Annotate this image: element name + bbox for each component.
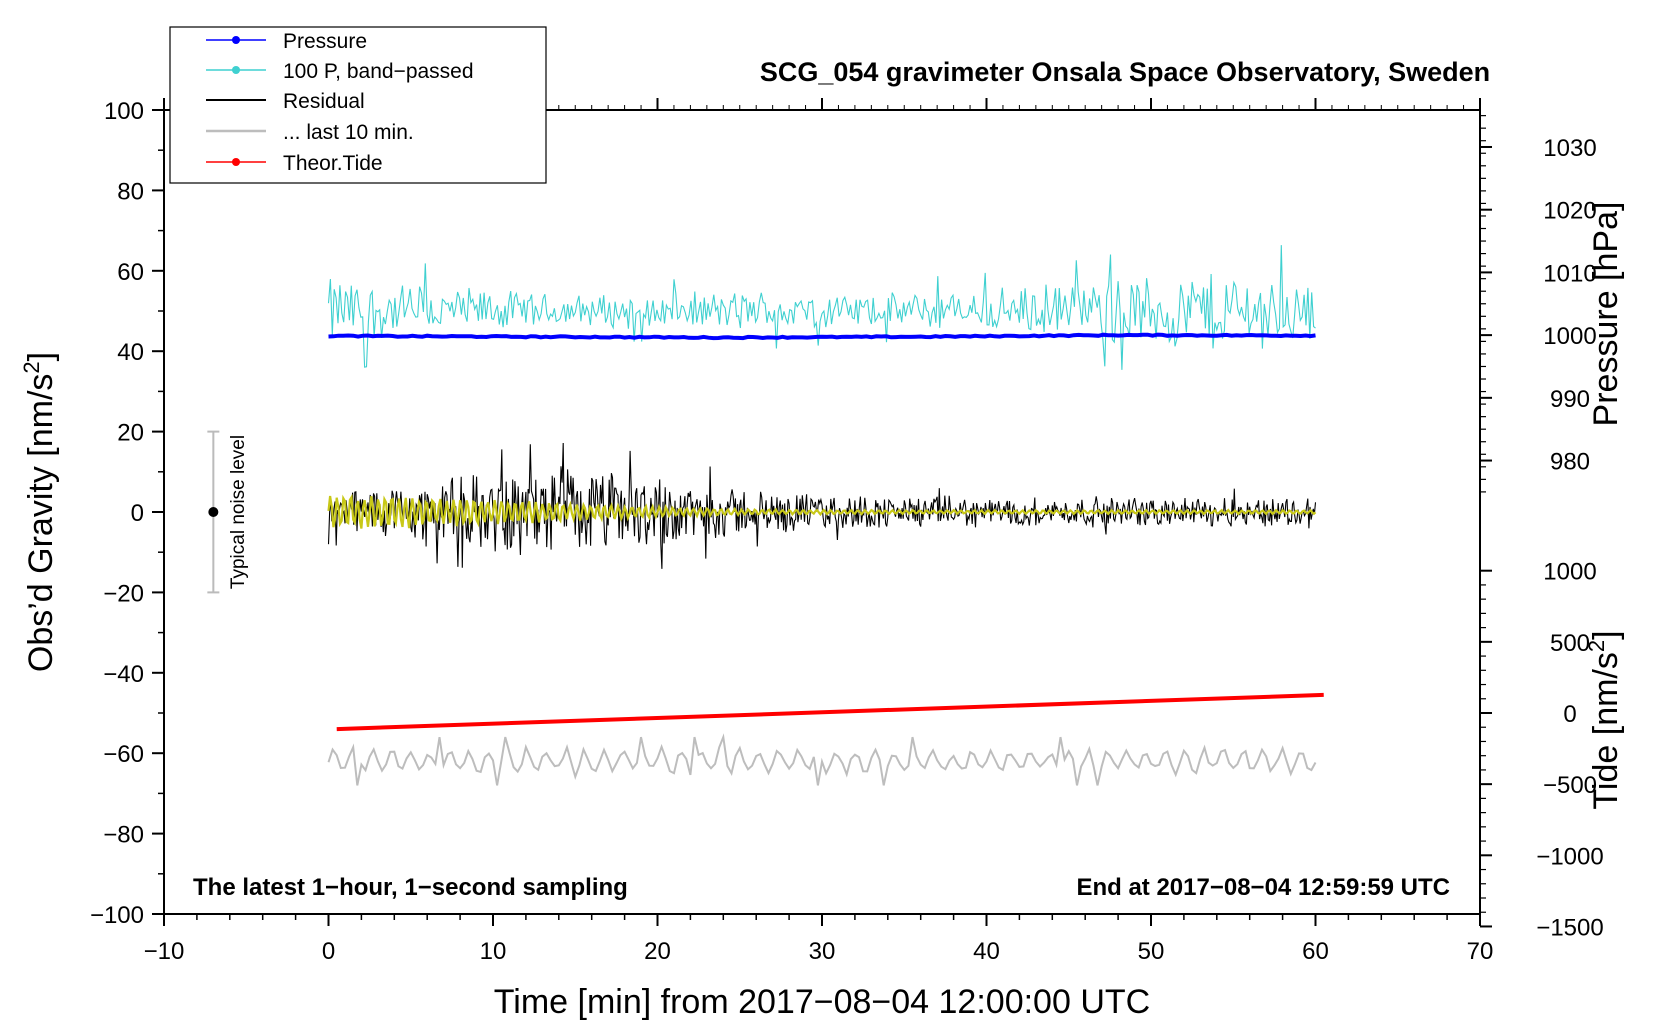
- y-tick-label: −100: [90, 902, 144, 929]
- x-tick-label: 20: [644, 938, 671, 965]
- left-axis-title-sup: 2: [19, 361, 44, 373]
- legend-label-bandpass: 100 P, band−passed: [283, 60, 474, 83]
- pressure-tick-label: 1030: [1543, 135, 1596, 162]
- x-tick-label: 10: [480, 938, 507, 965]
- noise-label: Typical noise level: [228, 435, 249, 589]
- series-bandpass-line: [327, 245, 1316, 370]
- noise-bar: Typical noise level: [207, 430, 249, 594]
- left-axis-title-end: ]: [22, 352, 60, 361]
- legend-marker-tide: [232, 158, 240, 166]
- x-tick-label: 60: [1302, 938, 1329, 965]
- y-tick-label: 40: [117, 339, 144, 366]
- y-tick-label: −40: [103, 661, 144, 688]
- tide-tick-label: 500: [1550, 630, 1590, 657]
- x-tick-label: 50: [1138, 938, 1165, 965]
- tide-axis-title-main: Tide [nm/s: [1587, 652, 1625, 809]
- legend-box: [169, 26, 547, 184]
- series-residual-smoothed-line: [327, 493, 1317, 529]
- series-residual-line: [327, 442, 1317, 569]
- pressure-axis-title: Pressure [hPa]: [1587, 202, 1625, 427]
- y-tick-label: −20: [103, 580, 144, 607]
- pressure-tick-label: 1020: [1543, 198, 1596, 225]
- y-tick-label: 60: [117, 259, 144, 286]
- y-tick-label: −60: [103, 741, 144, 768]
- legend-label-last10: ... last 10 min.: [283, 121, 414, 144]
- left-axis-title-main: Obs’d Gravity [nm/s: [22, 374, 60, 673]
- pressure-tick-label: 980: [1550, 449, 1590, 476]
- ticks-layer: −10 0 10 20 30 40 50 60 70−100−80−60−40−20020406…: [90, 98, 1604, 965]
- y-tick-label: 0: [131, 500, 144, 527]
- y-tick-label: 80: [117, 178, 144, 205]
- legend-marker-pressure: [232, 36, 240, 44]
- pressure-tick-label: 1010: [1543, 260, 1596, 287]
- annotation-end-time: End at 2017−08−04 12:59:59 UTC: [1076, 874, 1450, 901]
- legend: Pressure 100 P, band−passed Residual ...…: [169, 26, 547, 184]
- tide-tick-label: −500: [1543, 772, 1597, 799]
- tide-tick-label: 0: [1563, 701, 1576, 728]
- y-tick-label: 20: [117, 420, 144, 447]
- legend-label-pressure: Pressure: [283, 30, 367, 53]
- series-layer: [327, 245, 1324, 786]
- x-tick-label: 30: [809, 938, 836, 965]
- x-tick-label: 70: [1467, 938, 1494, 965]
- tide-tick-label: −1000: [1536, 843, 1603, 870]
- series-last10-line: [327, 733, 1317, 786]
- pressure-tick-label: 990: [1550, 386, 1590, 413]
- y-tick-label: 100: [104, 98, 144, 125]
- x-axis-title: Time [min] from 2017−08−04 12:00:00 UTC: [494, 983, 1150, 1020]
- tide-axis-title-end: ]: [1587, 630, 1625, 639]
- pressure-tick-label: 1000: [1543, 323, 1596, 350]
- tide-tick-label: −1500: [1536, 914, 1603, 941]
- tide-tick-label: 1000: [1543, 559, 1596, 586]
- annotation-sampling: The latest 1−hour, 1−second sampling: [193, 874, 628, 901]
- noise-bar-center-dot: [208, 507, 219, 517]
- tide-axis-title: Tide [nm/s2]: [1584, 630, 1625, 809]
- legend-marker-bandpass: [232, 66, 240, 74]
- chart-title: SCG_054 gravimeter Onsala Space Observat…: [760, 57, 1490, 87]
- tide-axis-title-sup: 2: [1584, 640, 1609, 652]
- x-tick-label: 40: [973, 938, 1000, 965]
- legend-label-residual: Residual: [283, 90, 365, 113]
- series-pressure-line: [328, 332, 1316, 341]
- left-axis-title: Obs’d Gravity [nm/s2]: [19, 352, 60, 672]
- series-tide-line: [336, 692, 1324, 732]
- y-tick-label: −80: [103, 822, 144, 849]
- x-tick-label: −10: [144, 938, 185, 965]
- legend-label-tide: Theor.Tide: [283, 152, 383, 175]
- x-tick-label: 0: [322, 938, 335, 965]
